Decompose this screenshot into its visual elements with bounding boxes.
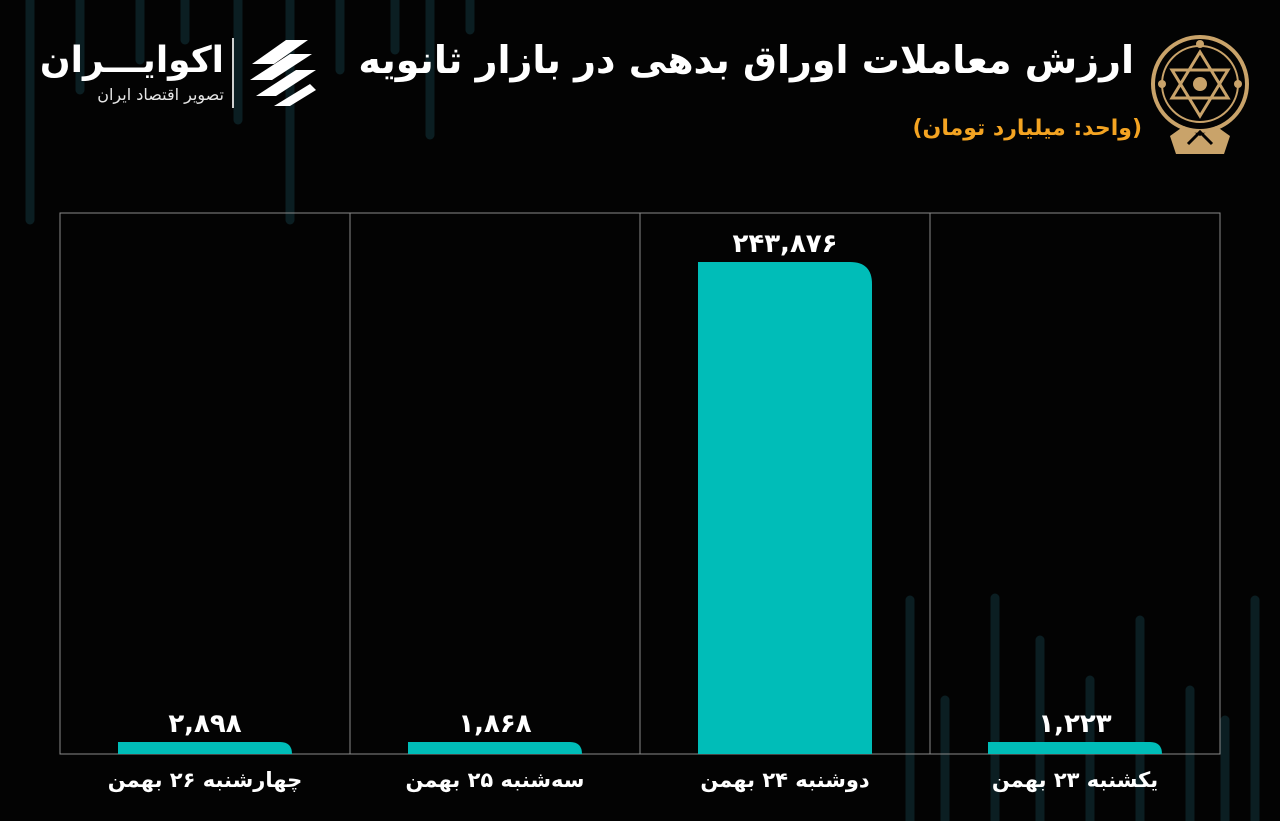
data-label: ۱,۲۲۳ [1038,709,1111,739]
bar [698,262,872,754]
chart-title: ارزش معاملات اوراق بدهی در بازار ثانویه [358,38,1134,82]
category-label: سه‌شنبه ۲۵ بهمن [406,768,585,792]
category-label: یکشنبه ۲۳ بهمن [992,768,1158,792]
stock-exchange-emblem-icon [1151,35,1249,154]
ecoiran-logo-icon [250,40,316,106]
bar [118,742,292,754]
bar [988,742,1162,754]
category-label: دوشنبه ۲۴ بهمن [700,768,870,792]
brand-tagline: تصویر اقتصاد ایران [97,85,224,104]
data-label: ۱,۸۶۸ [458,709,531,739]
brand-divider [232,38,234,108]
unit-label: (واحد: میلیارد تومان) [912,116,1143,141]
data-label: ۲,۸۹۸ [168,709,241,739]
category-label: چهارشنبه ۲۶ بهمن [108,768,303,792]
bar [408,742,582,754]
data-label: ۲۴۳,۸۷۶ [732,229,837,259]
brand-name: اکوایـــران [39,40,224,81]
